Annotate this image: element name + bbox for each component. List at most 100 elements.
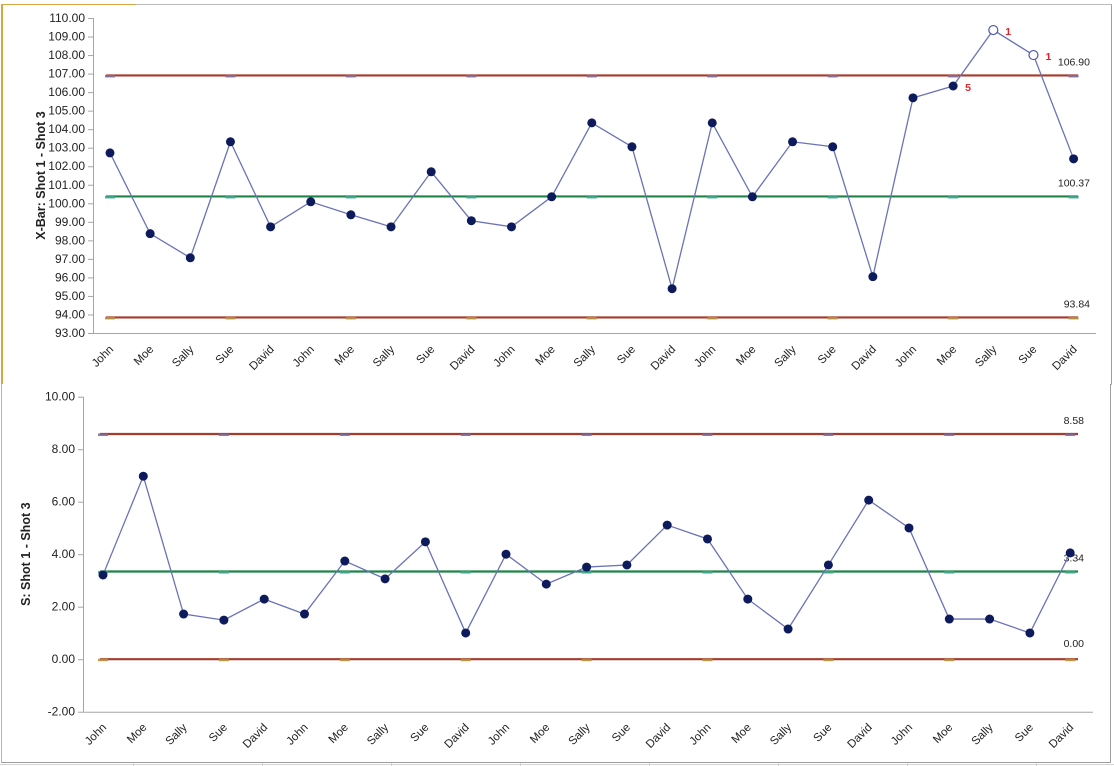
y-tick-label: 107.00	[48, 67, 85, 81]
x-category-label: Sally	[768, 721, 794, 747]
x-category-label: John	[83, 722, 109, 748]
cl-value-label: 100.37	[1058, 177, 1090, 189]
y-axis-title: X-Bar: Shot 1 - Shot 3	[34, 111, 48, 240]
y-tick-label: 2.00	[52, 600, 76, 614]
x-category-label: Sue	[207, 722, 230, 745]
data-point[interactable]	[707, 118, 717, 128]
out-of-control-point[interactable]	[988, 24, 999, 36]
limit-marker	[218, 658, 229, 662]
limit-marker	[339, 433, 350, 436]
limit-marker	[225, 316, 236, 320]
data-point[interactable]	[627, 142, 637, 152]
y-tick-label: 110.00	[49, 11, 85, 25]
limit-marker	[1065, 658, 1076, 662]
limit-marker	[707, 195, 718, 199]
data-point[interactable]	[259, 594, 269, 604]
data-point[interactable]	[1025, 628, 1035, 638]
data-point[interactable]	[426, 167, 436, 177]
data-point[interactable]	[828, 142, 838, 152]
limit-marker	[586, 316, 597, 320]
x-category-label: Moe	[931, 722, 955, 746]
data-point[interactable]	[386, 222, 396, 232]
data-point[interactable]	[783, 624, 793, 634]
data-point[interactable]	[461, 628, 471, 638]
x-category-label: Moe	[125, 722, 149, 746]
lcl-value-label: 93.84	[1064, 298, 1090, 310]
y-tick-label: 95.00	[55, 289, 85, 303]
y-tick-label: 93.00	[55, 326, 85, 340]
limit-marker	[225, 74, 236, 78]
data-point[interactable]	[788, 137, 798, 147]
lcl-value-label: 0.00	[1064, 638, 1085, 650]
s-chart[interactable]	[1, 384, 1111, 763]
data-point[interactable]	[667, 284, 677, 294]
data-point[interactable]	[582, 562, 592, 572]
data-point[interactable]	[864, 495, 874, 505]
data-point[interactable]	[266, 222, 276, 232]
out-of-control-point[interactable]	[1028, 49, 1039, 61]
x-category-label: John	[889, 722, 915, 748]
limit-marker	[823, 571, 834, 574]
limit-marker	[586, 195, 597, 199]
data-point[interactable]	[300, 609, 309, 619]
x-category-label: John	[486, 722, 512, 748]
x-category-label: Sally	[164, 721, 190, 747]
data-point[interactable]	[587, 118, 597, 128]
data-point[interactable]	[340, 556, 350, 566]
data-point[interactable]	[380, 574, 390, 584]
data-point[interactable]	[944, 614, 954, 624]
data-point[interactable]	[703, 534, 712, 544]
x-category-label: Sally	[970, 721, 996, 747]
data-point[interactable]	[346, 210, 356, 220]
data-point[interactable]	[179, 609, 189, 619]
limit-marker	[345, 74, 356, 78]
data-point[interactable]	[743, 594, 753, 604]
data-point[interactable]	[306, 197, 316, 207]
limit-marker	[944, 658, 955, 662]
data-point[interactable]	[225, 137, 235, 147]
data-point[interactable]	[98, 570, 108, 580]
y-tick-label: 98.00	[55, 233, 85, 247]
data-point[interactable]	[622, 560, 632, 570]
data-point[interactable]	[105, 148, 115, 158]
data-point[interactable]	[1069, 154, 1079, 164]
data-point[interactable]	[219, 615, 229, 625]
limit-marker	[460, 658, 471, 662]
rule-violation-flag: 1	[1005, 26, 1011, 38]
y-tick-label: 104.00	[48, 122, 85, 136]
ucl-value-label: 8.58	[1064, 415, 1085, 427]
data-point[interactable]	[904, 523, 914, 533]
data-point[interactable]	[501, 549, 511, 559]
limit-marker	[944, 571, 955, 574]
data-point[interactable]	[138, 471, 148, 481]
data-point[interactable]	[985, 614, 995, 624]
data-point[interactable]	[908, 93, 918, 103]
data-point[interactable]	[466, 216, 476, 226]
data-point[interactable]	[185, 253, 195, 263]
data-point[interactable]	[145, 229, 155, 239]
y-tick-label: 102.00	[48, 159, 85, 173]
y-tick-label: 109.00	[48, 30, 85, 44]
y-tick-label: 108.00	[48, 48, 85, 62]
data-point[interactable]	[747, 192, 757, 202]
data-point[interactable]	[420, 537, 430, 547]
limit-marker	[581, 571, 592, 574]
data-point[interactable]	[948, 81, 958, 91]
x-category-label: Sue	[812, 722, 835, 745]
data-point[interactable]	[823, 560, 833, 570]
y-tick-label: 105.00	[48, 104, 85, 118]
y-tick-label: -2.00	[48, 705, 76, 719]
data-point[interactable]	[868, 272, 878, 282]
data-line	[102, 474, 1071, 635]
data-point[interactable]	[1065, 548, 1075, 558]
x-category-label: David	[644, 722, 673, 751]
limit-marker	[581, 658, 592, 662]
limit-marker	[948, 316, 959, 320]
data-point[interactable]	[507, 222, 516, 232]
data-point[interactable]	[547, 192, 557, 202]
xbar-chart[interactable]	[1, 4, 1112, 385]
data-point[interactable]	[541, 579, 551, 589]
limit-marker	[105, 316, 115, 320]
y-axis-title: S: Shot 1 - Shot 3	[19, 502, 33, 606]
data-point[interactable]	[662, 520, 672, 530]
